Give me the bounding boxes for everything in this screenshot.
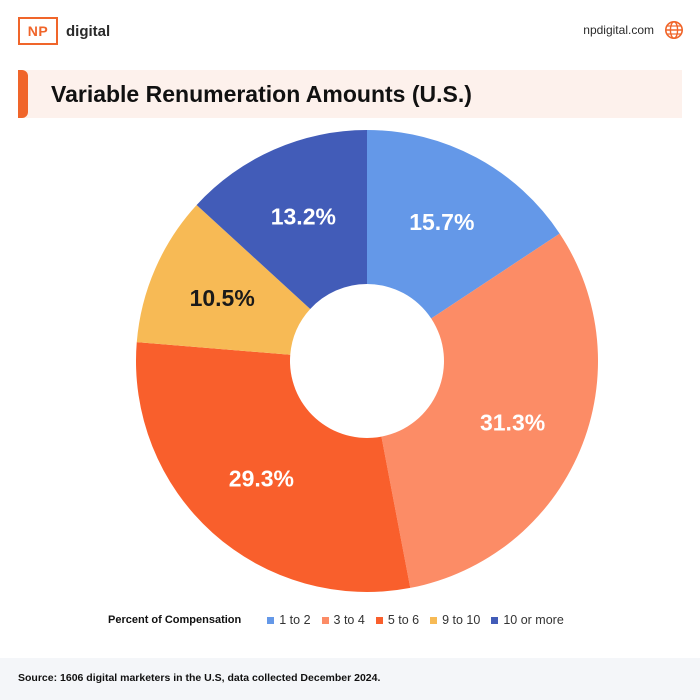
title-band: Variable Renumeration Amounts (U.S.) <box>18 70 682 118</box>
legend-item-10-or-more: 10 or more <box>491 613 564 627</box>
legend-title: Percent of Compensation <box>108 614 242 626</box>
chart-title: Variable Renumeration Amounts (U.S.) <box>51 81 472 107</box>
legend-swatch <box>430 616 438 624</box>
chart-legend: Percent of Compensation 1 to 2 3 to 4 5 to… <box>108 611 575 629</box>
legend-label: 5 to 6 <box>387 613 420 627</box>
legend-item-1-to-2: 1 to 2 <box>267 613 311 627</box>
legend-label: 9 to 10 <box>442 613 481 627</box>
logo-wordmark: digital <box>66 22 111 40</box>
source-note: Source: 1606 digital marketers in the U.… <box>18 672 381 684</box>
legend-label: 1 to 2 <box>279 613 311 627</box>
slice-3-to-4 <box>381 233 598 588</box>
title-accent-bar <box>18 70 28 118</box>
globe-icon <box>665 21 683 39</box>
slice-1-to-2 <box>367 130 560 319</box>
legend-label: 3 to 4 <box>333 613 365 627</box>
legend-swatch <box>375 616 383 624</box>
legend-label: 10 or more <box>503 613 564 627</box>
legend-swatch <box>321 616 329 624</box>
slice-10-or-more <box>196 130 367 309</box>
footer-bar: Source: 1606 digital marketers in the U.… <box>0 658 700 700</box>
website-link[interactable]: npdigital.com <box>583 20 684 40</box>
legend-item-3-to-4: 3 to 4 <box>321 613 365 627</box>
legend-swatch <box>267 616 275 624</box>
legend-items: 1 to 2 3 to 4 5 to 6 9 to 10 10 or more <box>267 613 575 627</box>
logo-box: NP <box>18 17 58 45</box>
slice-9-to-10 <box>136 204 311 355</box>
legend-item-9-to-10: 9 to 10 <box>430 613 480 627</box>
legend-swatch <box>491 616 499 624</box>
legend-item-5-to-6: 5 to 6 <box>375 613 420 627</box>
slice-5-to-6 <box>135 342 411 592</box>
website-text: npdigital.com <box>583 23 654 37</box>
np-digital-logo: NP digital <box>18 17 110 45</box>
